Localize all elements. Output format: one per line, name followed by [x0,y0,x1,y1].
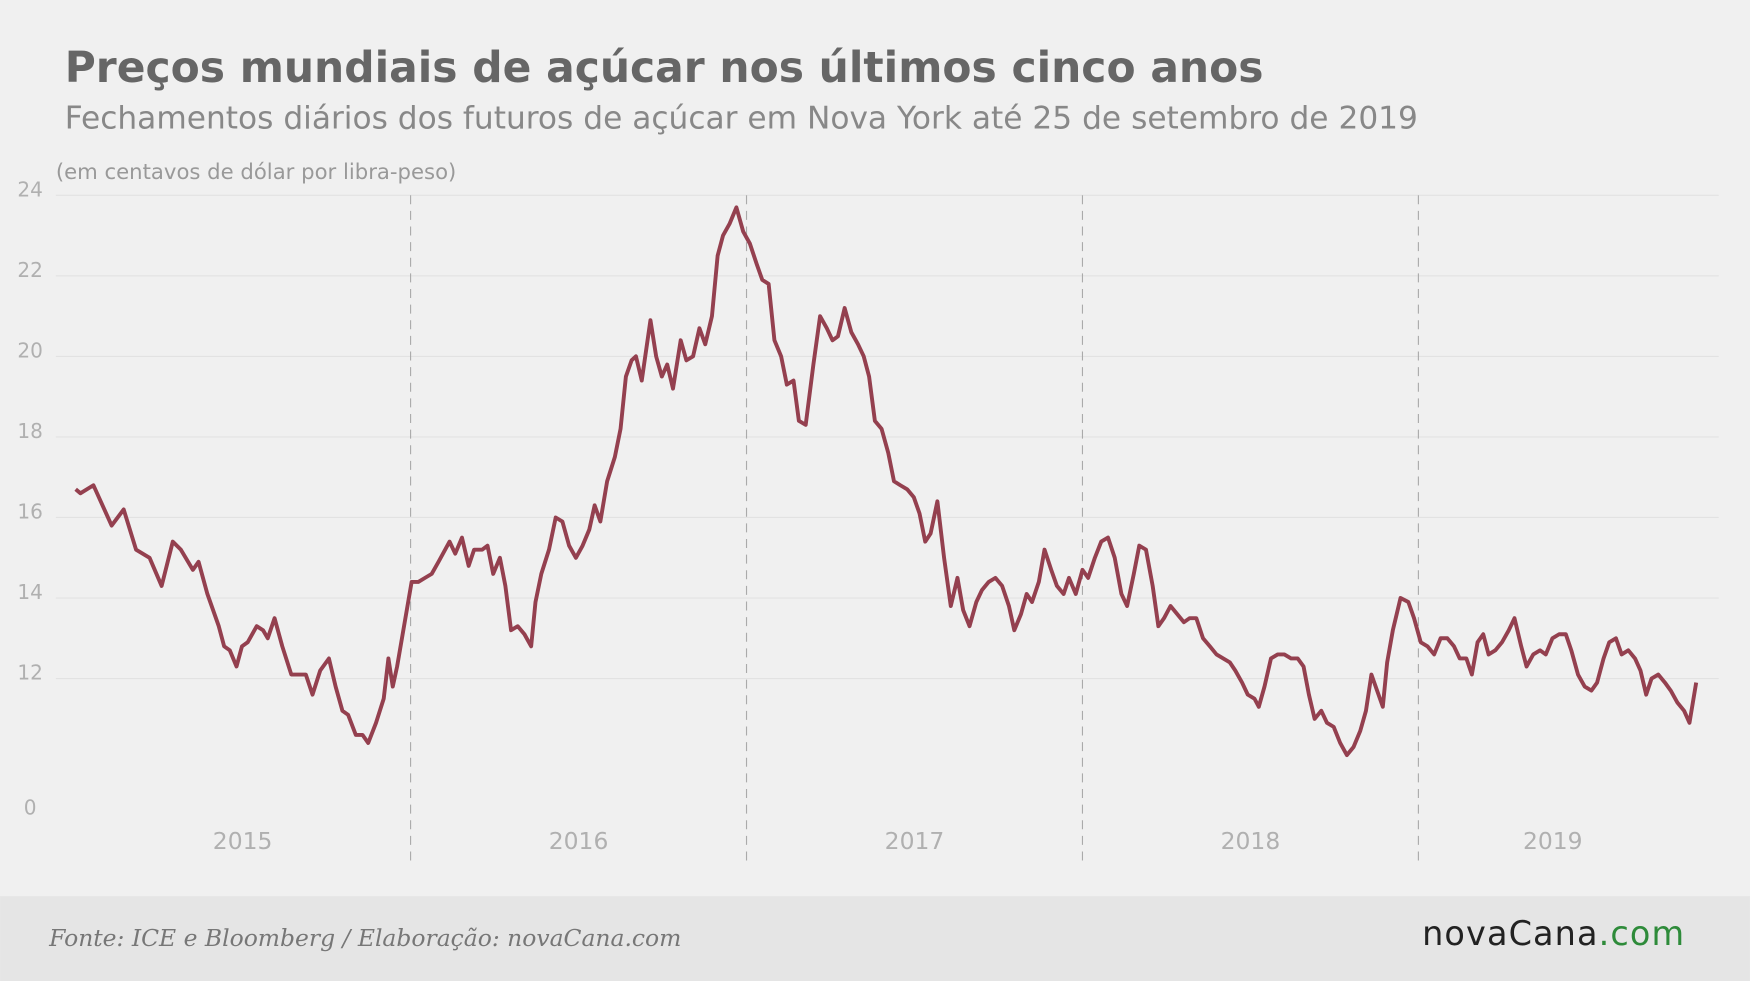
x-tick-label: 2018 [1221,827,1281,855]
y-tick-label: 12 [17,661,43,685]
plot: 0 12 14 16 18 20 22 24 2015 2016 2017 2018 2019 [17,177,1719,862]
y-tick-label: 14 [17,580,43,604]
background [0,0,1750,896]
chart-title: Preços mundiais de açúcar nos últimos ci… [65,43,1264,92]
x-tick-label: 2017 [885,827,945,855]
footer-band [0,896,1750,981]
y-tick-label: 0 [24,796,37,820]
y-axis-label: (em centavos de dólar por libra-peso) [56,159,456,184]
logo-name: novaCana [1422,914,1599,953]
x-tick-label: 2015 [213,827,273,855]
y-tick-label: 22 [17,258,43,282]
y-tick-label: 24 [17,177,43,201]
logo: novaCana.com [1422,914,1685,953]
chart-subtitle: Fechamentos diários dos futuros de açúca… [65,100,1418,136]
x-tick-label: 2019 [1523,827,1583,855]
logo-suffix: .com [1599,914,1686,953]
y-tick-label: 16 [17,500,43,524]
y-tick-label: 20 [17,338,43,362]
x-tick-label: 2016 [549,827,609,855]
y-tick-label: 18 [17,419,43,443]
source: Fonte: ICE e Bloomberg / Elaboração: nov… [48,924,681,952]
price-line [74,205,1699,758]
